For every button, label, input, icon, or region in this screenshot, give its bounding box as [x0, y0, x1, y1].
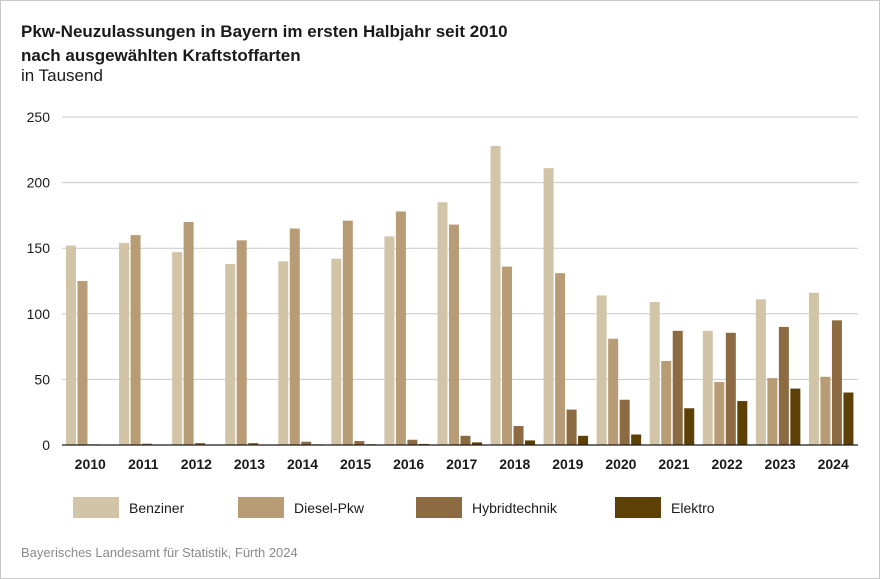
bar: [236, 240, 247, 445]
bar: [543, 168, 554, 445]
bar: [130, 235, 141, 445]
x-tick-label: 2021: [658, 456, 689, 472]
bar: [172, 252, 183, 445]
bar: [248, 443, 259, 445]
bar: [195, 443, 206, 445]
legend-swatch: [416, 497, 462, 518]
title-line-1: Pkw-Neuzulassungen in Bayern im ersten H…: [21, 22, 508, 41]
bar: [619, 399, 630, 445]
x-tick-label: 2010: [75, 456, 106, 472]
bar: [471, 442, 482, 445]
legend-swatch: [238, 497, 284, 518]
bar: [525, 440, 536, 445]
bar: [384, 236, 395, 445]
y-tick-label: 50: [34, 371, 50, 387]
bar: [66, 245, 76, 445]
bar: [702, 330, 713, 445]
bar: [631, 434, 642, 445]
bar: [437, 202, 448, 445]
y-tick-label: 150: [27, 240, 51, 256]
bar: [278, 261, 289, 445]
bar: [737, 401, 748, 445]
legend-label: Diesel-Pkw: [294, 500, 365, 516]
bar: [755, 299, 766, 445]
x-tick-label: 2024: [818, 456, 849, 472]
bar: [820, 376, 831, 445]
legend-swatch: [73, 497, 119, 518]
x-tick-label: 2018: [499, 456, 530, 472]
x-tick-label: 2022: [711, 456, 742, 472]
legend-swatch: [615, 497, 661, 518]
bar: [342, 220, 353, 445]
bar: [808, 292, 819, 445]
x-tick-label: 2013: [234, 456, 265, 472]
bar: [142, 443, 153, 445]
legend-label: Elektro: [671, 500, 715, 516]
bar: [596, 295, 607, 445]
bar: [831, 320, 842, 445]
x-tick-label: 2014: [287, 456, 318, 472]
x-tick-label: 2016: [393, 456, 424, 472]
x-tick-label: 2011: [128, 456, 159, 472]
y-tick-label: 0: [42, 437, 50, 453]
bar: [502, 266, 513, 445]
x-tick-label: 2012: [181, 456, 212, 472]
x-tick-label: 2015: [340, 456, 371, 472]
legend-label: Hybridtechnik: [472, 500, 558, 516]
bar: [714, 382, 725, 445]
bar: [555, 273, 566, 445]
bar: [578, 435, 589, 445]
chart-title: Pkw-Neuzulassungen in Bayern im ersten H…: [21, 20, 508, 68]
x-tick-label: 2020: [605, 456, 636, 472]
bar: [395, 211, 406, 445]
bar: [460, 435, 471, 445]
chart-unit: in Tausend: [21, 66, 103, 85]
y-tick-label: 100: [27, 306, 51, 322]
bar: [225, 263, 236, 445]
x-tick-label: 2017: [446, 456, 477, 472]
bar: [119, 242, 130, 445]
bar: [301, 441, 312, 445]
bar: [183, 221, 194, 445]
title-line-2: nach ausgewählten Kraftstoffarten: [21, 46, 301, 65]
bar: [767, 378, 778, 445]
bar: [354, 441, 365, 445]
bar: [725, 332, 736, 445]
bar: [490, 145, 501, 445]
bar: [77, 281, 88, 445]
bar: [649, 301, 660, 445]
bar: [672, 330, 683, 445]
x-tick-label: 2023: [765, 456, 796, 472]
bar: [661, 361, 672, 445]
bar: [407, 439, 418, 445]
bar: [448, 224, 459, 445]
bar: [608, 338, 619, 445]
bar: [778, 326, 789, 445]
bar: [289, 228, 300, 445]
legend-label: Benziner: [129, 500, 185, 516]
y-tick-label: 200: [27, 175, 51, 191]
y-tick-label: 250: [27, 109, 51, 125]
x-tick-label: 2019: [552, 456, 583, 472]
bar: [684, 408, 695, 445]
bar: [790, 388, 801, 445]
source-note: Bayerisches Landesamt für Statistik, Für…: [21, 545, 298, 560]
bar: [513, 425, 524, 445]
bar: [843, 392, 854, 445]
bar: [331, 258, 342, 445]
bar: [566, 409, 577, 445]
